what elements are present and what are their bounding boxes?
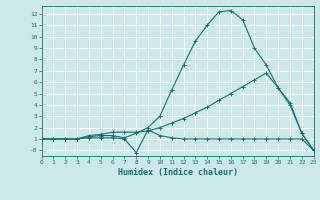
X-axis label: Humidex (Indice chaleur): Humidex (Indice chaleur) (118, 168, 237, 177)
